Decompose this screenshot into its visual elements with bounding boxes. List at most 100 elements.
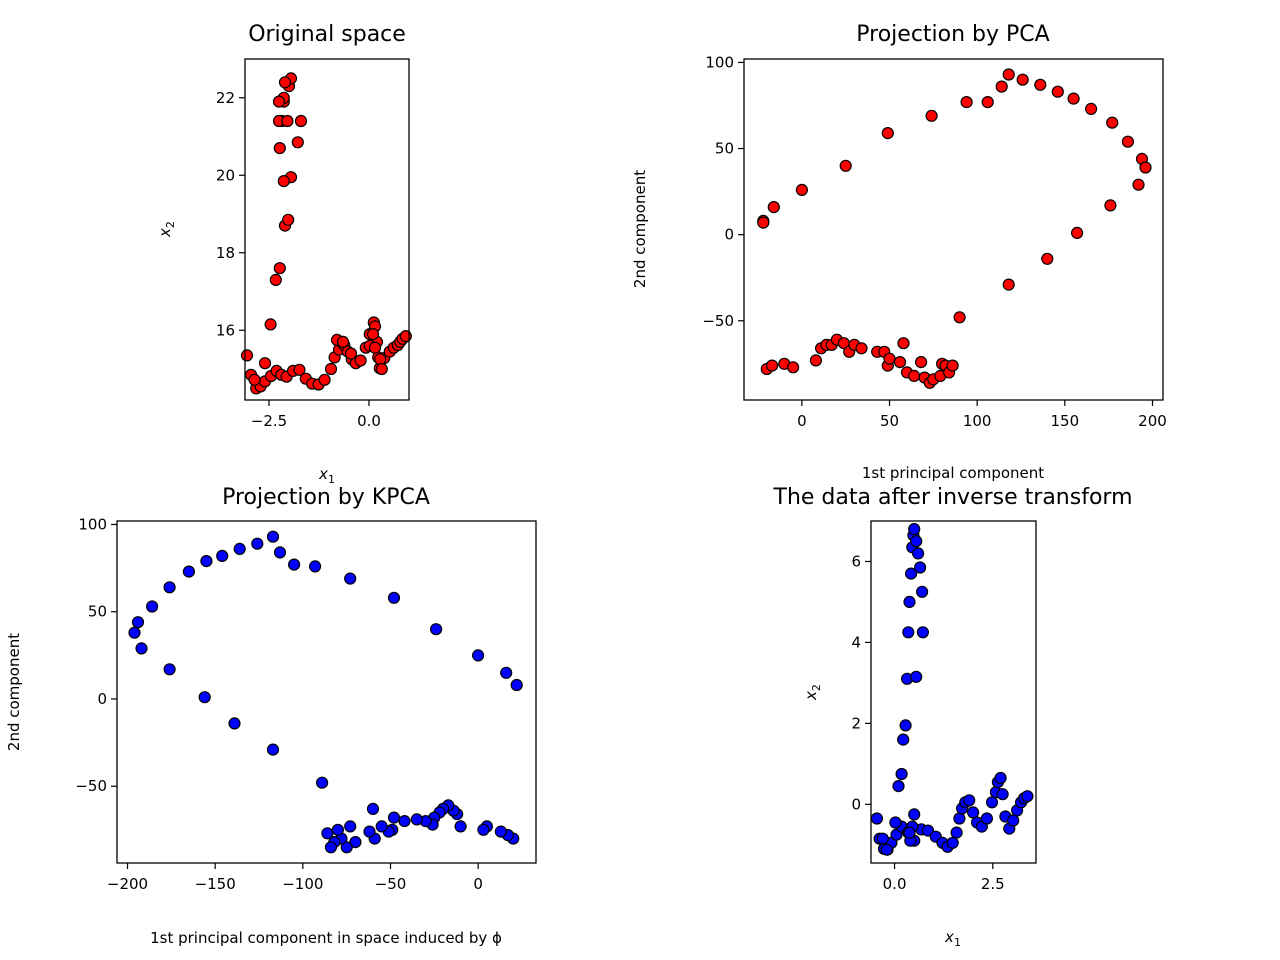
x-tick-label: 0.0 [883, 875, 907, 893]
data-point [293, 363, 306, 376]
data-point [892, 779, 905, 793]
data-point [915, 585, 929, 598]
data-point [318, 373, 331, 386]
y-tick-label: 50 [715, 140, 734, 158]
y-ticks: 16 18 20 22 [216, 89, 245, 339]
data-point [985, 796, 999, 809]
data-point [911, 547, 925, 560]
plot-frame [116, 520, 537, 864]
y-ticks: 0 2 4 6 [851, 552, 871, 813]
x-tick-label: 0 [797, 412, 807, 430]
data-point [910, 535, 923, 548]
data-point [895, 767, 908, 781]
data-point [344, 572, 357, 585]
data-point [344, 820, 357, 833]
data-point [216, 549, 229, 563]
data-point [995, 80, 1008, 93]
data-point [899, 719, 912, 732]
subplot-kpca: Projection by KPCA −200 −150 −100 −50 0 −50 0… [5, 485, 537, 947]
data-point [288, 558, 301, 571]
data-point [1007, 814, 1020, 827]
subplot-inverse-transform: The data after inverse transform 0.0 2.5 … [773, 485, 1133, 949]
data-point [908, 522, 921, 536]
x-tick-label: 2.5 [981, 875, 1005, 893]
subplot-pca: Projection by PCA 0 50 100 150 200 −50 0 50 100… [631, 22, 1167, 482]
data-point [454, 820, 467, 833]
y-axis-label: x2 [802, 684, 823, 701]
data-point [131, 616, 145, 629]
data-point [291, 136, 304, 149]
x-tick-label: 100 [963, 412, 992, 430]
data-point [375, 362, 388, 376]
data-point [281, 114, 294, 128]
x-ticks: 0 50 100 150 200 [797, 400, 1167, 430]
data-point [233, 542, 246, 556]
y-tick-label: 4 [851, 633, 861, 651]
x-tick-label: 200 [1138, 412, 1167, 430]
data-point [430, 623, 443, 636]
data-point [897, 337, 910, 350]
data-point [883, 352, 896, 365]
data-point [240, 349, 254, 362]
y-ticks: −50 0 50 100 [75, 515, 117, 795]
subplot-original-space: Original space −2.5 0.0 16 18 20 22 x1 x2 [156, 22, 412, 486]
data-point [1041, 252, 1054, 265]
data-point [366, 802, 380, 816]
data-point [1070, 226, 1084, 239]
data-point [340, 841, 353, 854]
y-tick-label: 18 [216, 244, 235, 262]
x-axis-label: x1 [318, 465, 335, 486]
data-point [839, 159, 852, 172]
data-point [963, 794, 976, 807]
data-point [953, 812, 966, 825]
data-point [282, 213, 295, 226]
data-point [336, 335, 350, 348]
x-ticks: −2.5 0.0 [251, 400, 381, 430]
data-point [767, 201, 780, 214]
scatter-points [870, 522, 1034, 856]
data-point [1002, 68, 1015, 81]
data-point [368, 341, 382, 354]
y-tick-label: −50 [702, 312, 734, 330]
plot-frame [743, 58, 1164, 401]
data-point [500, 666, 513, 679]
data-point [472, 649, 485, 662]
data-point [946, 836, 959, 849]
data-point [331, 823, 344, 836]
data-point [248, 373, 261, 386]
data-point [907, 369, 921, 382]
plot-frame [244, 58, 410, 401]
data-point [163, 663, 176, 676]
x-tick-label: −50 [375, 875, 407, 893]
data-point [1104, 199, 1117, 212]
data-point [198, 691, 211, 704]
data-point [277, 175, 290, 188]
data-point [354, 354, 367, 367]
data-point [387, 811, 401, 824]
data-point [765, 359, 779, 372]
data-point [996, 788, 1009, 801]
data-point [950, 826, 963, 839]
scatter-points [757, 68, 1152, 389]
y-tick-label: 50 [88, 603, 107, 621]
y-tick-label: −50 [75, 777, 107, 795]
data-point [876, 832, 889, 845]
data-point [251, 537, 264, 550]
data-point [913, 561, 927, 574]
data-point [163, 581, 176, 594]
y-ticks: −50 0 50 100 [702, 53, 744, 330]
chart-title: Projection by PCA [856, 22, 1049, 47]
plot-frame [870, 520, 1037, 864]
data-point [903, 826, 916, 839]
data-point [1132, 178, 1145, 191]
y-tick-label: 22 [216, 89, 235, 107]
data-point [344, 347, 358, 360]
data-point [1121, 135, 1135, 148]
data-point [1034, 78, 1047, 91]
data-point [904, 567, 918, 580]
data-point [870, 812, 884, 825]
x-ticks: 0.0 2.5 [883, 863, 1005, 893]
data-point [809, 354, 823, 367]
